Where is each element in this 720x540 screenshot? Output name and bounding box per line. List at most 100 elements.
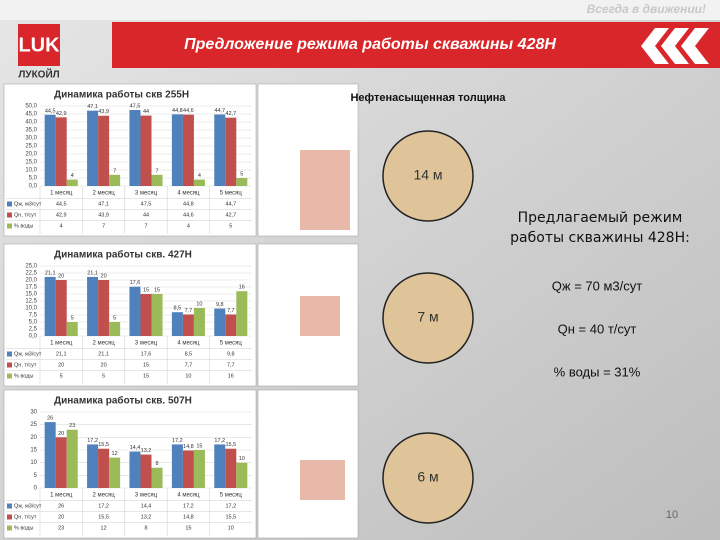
bar — [225, 314, 237, 336]
data-label: 17,2 — [87, 438, 98, 444]
bar — [140, 115, 152, 186]
y-tick-label: 45,0 — [25, 112, 37, 118]
bar — [182, 114, 194, 186]
table-cell: 26 — [58, 503, 64, 509]
page-number: 10 — [666, 509, 678, 521]
table-cell: 10 — [228, 525, 234, 531]
data-label: 8 — [155, 461, 158, 467]
bar — [109, 322, 121, 336]
legend-swatch — [7, 201, 12, 207]
table-cell: 5 — [229, 223, 232, 229]
well-logs — [257, 83, 359, 539]
data-label: 16 — [239, 285, 245, 291]
table-cell: 15 — [143, 362, 149, 368]
bar — [129, 110, 141, 186]
table-cell: 7 — [102, 223, 105, 229]
logo-chevrons — [641, 28, 709, 64]
x-tick-label: 1 месяц — [50, 341, 73, 347]
data-label: 10 — [239, 456, 245, 462]
bar — [55, 117, 67, 186]
legend-label: % воды — [14, 373, 33, 379]
table-cell: 20 — [58, 514, 64, 520]
bar — [66, 179, 78, 186]
logo-letters: LUK — [18, 34, 60, 56]
table-cell: 15,5 — [98, 514, 109, 520]
legend-label: Qж, м3/сут — [14, 201, 42, 207]
table-cell: 20 — [101, 362, 107, 368]
table-cell: 21,1 — [56, 351, 67, 357]
data-label: 13,2 — [141, 448, 152, 454]
bar — [225, 117, 237, 186]
table-cell: 16 — [228, 373, 234, 379]
legend-label: Qн, т/сут — [14, 514, 37, 520]
proposal-liquid: Qж = 70 м3/сут — [552, 278, 642, 293]
thickness-value: 6 м — [417, 469, 438, 485]
table-cell: 43,9 — [98, 212, 109, 218]
bar — [44, 422, 56, 488]
bar — [55, 280, 67, 336]
table-cell: 4 — [60, 223, 63, 229]
x-tick-label: 2 месяц — [93, 341, 116, 347]
table-cell: 8 — [144, 525, 147, 531]
logo: LUK ЛУКОЙЛ — [18, 24, 709, 81]
bar — [129, 451, 141, 488]
legend-swatch — [7, 525, 12, 531]
y-tick-label: 30,0 — [25, 136, 37, 142]
log-interval — [300, 460, 345, 500]
data-label: 17,2 — [214, 438, 225, 444]
data-label: 26 — [47, 416, 53, 422]
y-tick-label: 0,0 — [29, 334, 38, 340]
table-cell: 7,7 — [185, 362, 193, 368]
bar — [87, 276, 99, 336]
x-tick-label: 3 месяц — [135, 493, 158, 499]
bar — [182, 450, 194, 488]
table-cell: 44,8 — [183, 201, 194, 207]
bar — [151, 467, 163, 488]
y-tick-label: 20,0 — [25, 152, 37, 158]
y-tick-label: 0,0 — [29, 184, 38, 190]
table-cell: 42,9 — [56, 212, 67, 218]
table-cell: 14,8 — [183, 514, 194, 520]
data-label: 5 — [71, 315, 74, 321]
data-label: 42,9 — [56, 111, 67, 117]
y-tick-label: 22,5 — [25, 271, 37, 277]
legend-label: Qн, т/сут — [14, 212, 37, 218]
data-label: 44 — [143, 109, 149, 115]
legend-label: Qж, м3/сут — [14, 351, 42, 357]
thickness-circle — [382, 130, 474, 222]
table-cell: 42,7 — [225, 212, 236, 218]
y-tick-label: 10,0 — [25, 306, 37, 312]
bar — [98, 448, 110, 488]
y-tick-label: 5,0 — [29, 320, 38, 326]
data-label: 21,1 — [45, 270, 56, 276]
table-cell: 17,2 — [98, 503, 109, 509]
x-tick-label: 5 месяц — [220, 191, 243, 197]
data-label: 15 — [196, 443, 202, 449]
y-tick-label: 5,0 — [29, 176, 38, 182]
x-tick-label: 5 месяц — [220, 341, 243, 347]
thickness-panel: Нефтенасыщенная толщина 14 м 7 м 6 м — [350, 92, 506, 524]
y-tick-label: 35,0 — [25, 128, 37, 134]
x-tick-label: 4 месяц — [177, 341, 200, 347]
table-cell: 47,1 — [98, 201, 109, 207]
table-cell: 8,5 — [185, 351, 193, 357]
legend-swatch — [7, 373, 12, 379]
bar — [151, 174, 163, 186]
data-label: 15,5 — [225, 442, 236, 448]
data-label: 23 — [69, 423, 75, 429]
table-cell: 5 — [102, 373, 105, 379]
data-label: 15,5 — [98, 442, 109, 448]
y-tick-label: 17,5 — [25, 285, 37, 291]
table-cell: 14,4 — [141, 503, 152, 509]
proposal-heading: Предлагаемый режим работы скважины 428Н: — [510, 210, 690, 246]
bar — [44, 114, 56, 186]
data-label: 44,5 — [45, 108, 56, 114]
y-tick-label: 15 — [30, 448, 37, 454]
table-cell: 17,2 — [183, 503, 194, 509]
table-cell: 17,6 — [141, 351, 152, 357]
thickness-value: 14 м — [413, 167, 442, 183]
data-label: 7,7 — [185, 308, 193, 314]
table-cell: 23 — [58, 525, 64, 531]
table-cell: 9,8 — [227, 351, 235, 357]
